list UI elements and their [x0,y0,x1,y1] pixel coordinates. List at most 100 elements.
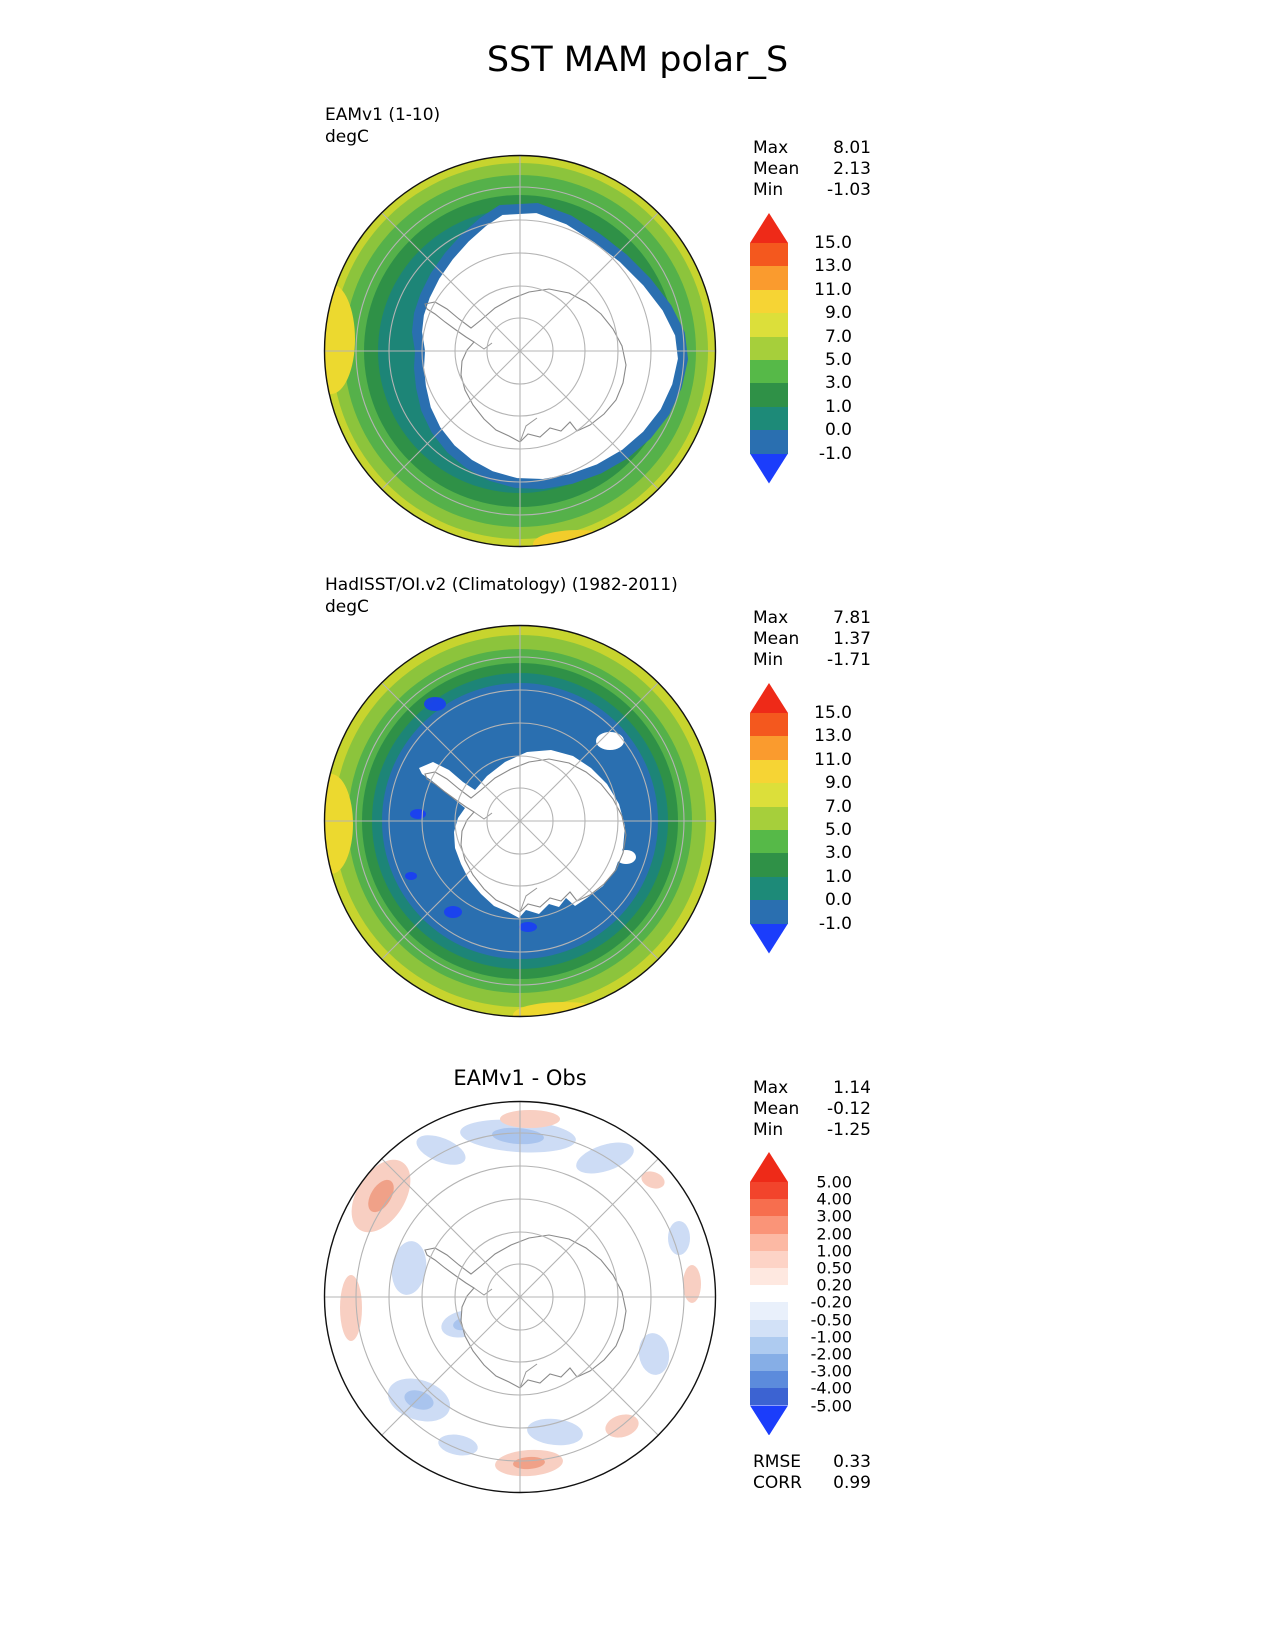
stat-max: Max 8.01 [753,138,871,159]
graticule [324,1101,716,1493]
colorbar-tick-label: 9.0 [824,303,852,324]
colorbar-segment [750,1233,788,1251]
panel1-name: EAMv1 (1-10) [325,105,441,125]
metric-rmse: RMSE 0.33 [753,1452,871,1473]
colorbar-segment [750,1182,788,1200]
stat-label: Min [753,650,784,670]
panel1-label-block: EAMv1 (1-10) degC [325,104,440,148]
panel3-map-svg [323,1100,717,1494]
colorbar-arrow [750,923,788,954]
panel1-map [323,154,717,548]
panel3-metrics: RMSE 0.33 CORR 0.99 [753,1452,871,1494]
stat-value: 7.81 [833,608,871,628]
colorbar-tick-label: 7.0 [824,796,852,817]
colorbar-segment [750,430,788,454]
panel1-stats: Max 8.01 Mean 2.13 Min -1.03 [753,138,871,201]
colorbar-tick-label: 1.0 [824,866,852,887]
colorbar-tick-label: 13.0 [814,256,852,277]
colorbar-arrow [750,683,788,713]
stat-max: Max 1.14 [753,1078,871,1099]
colorbar-segment [750,1371,788,1389]
stat-value: -1.71 [827,650,871,670]
colorbar-tick-label: 1.00 [816,1241,852,1261]
colorbar-segment [750,1353,788,1372]
metric-value: 0.99 [833,1473,871,1493]
panel2-map [323,624,717,1018]
colorbar-tick-label: -1.00 [810,1327,852,1347]
stat-label: Min [753,180,784,200]
stat-value: -0.12 [827,1099,871,1119]
ice-patches [596,732,636,864]
colorbar-tick-label: 4.00 [816,1189,852,1209]
colorbar-segment [750,1216,788,1234]
colorbar-bar [750,1152,870,1436]
colorbar-segment [750,1302,788,1320]
panel3-map [323,1100,717,1494]
stat-max: Max 7.81 [753,608,871,629]
metric-label: CORR [753,1473,802,1493]
colorbar-tick-label: -0.20 [810,1292,852,1312]
panel3-field [324,1101,716,1493]
colorbar-tick-label: 9.0 [824,773,852,794]
stat-min: Min -1.03 [753,180,871,201]
colorbar-segment [750,1267,788,1286]
colorbar-segment [750,1250,788,1268]
panel3-stats: Max 1.14 Mean -0.12 Min -1.25 [753,1078,871,1141]
stat-value: -1.03 [827,180,871,200]
cold-patches [405,697,537,932]
colorbar-tick-label: 2.00 [816,1224,852,1244]
stat-mean: Mean 1.37 [753,629,871,650]
colorbar-segment [750,243,788,267]
colorbar-tick-label: -4.00 [810,1378,852,1398]
colorbar-segment [750,876,788,901]
stat-min: Min -1.71 [753,650,871,671]
colorbar-tick-label: 15.0 [814,233,852,253]
colorbar-tick-label: 0.50 [816,1258,852,1278]
colorbar-tick-label: -1.0 [818,913,852,934]
colorbar-segment [750,783,788,807]
panel3-title: EAMv1 - Obs [453,1066,587,1090]
ice-shelf-lines [473,1287,538,1389]
colorbar-segment [750,1336,788,1354]
panel2-stats: Max 7.81 Mean 1.37 Min -1.71 [753,608,871,671]
map-boundary [323,624,717,1018]
stat-label: Mean [753,629,800,649]
colorbar-tick-label: -1.0 [818,443,852,464]
colorbar-segment [750,1388,788,1406]
colorbar-arrow [750,453,788,484]
colorbar-tick-label: -2.00 [810,1344,852,1364]
colorbar-bar [750,213,870,484]
panel2-field [324,625,716,1017]
panel1-units: degC [325,127,369,147]
colorbar-tick-label: 5.0 [824,350,852,370]
ice-shelf-lines [473,341,538,443]
colorbar-segment [750,1319,788,1337]
colorbar-segment [750,1285,788,1303]
colorbar-segment [750,853,788,877]
panel1-map-svg [323,154,717,548]
stat-label: Mean [753,159,800,179]
metric-corr: CORR 0.99 [753,1473,871,1494]
colorbar-tick-label: 1.0 [824,396,852,417]
stat-value: 2.13 [833,159,871,179]
colorbar-tick-label: 11.0 [814,279,852,300]
stat-label: Min [753,1120,784,1140]
colorbar-tick-label: 15.0 [814,703,852,723]
stat-mean: Mean 2.13 [753,159,871,180]
colorbar-segment [750,806,788,830]
colorbar-segment [750,289,788,314]
stat-value: -1.25 [827,1120,871,1140]
colorbar-bar [750,683,870,954]
colorbar-segment [750,359,788,384]
antarctica-outline [424,288,627,443]
stat-min: Min -1.25 [753,1120,871,1141]
stat-value: 8.01 [833,138,871,158]
colorbar-tick-label: 3.0 [824,373,852,394]
panel2-label-block: HadISST/OI.v2 (Climatology) (1982-2011) … [325,574,678,618]
metric-value: 0.33 [833,1452,871,1472]
panel2-colorbar: 15.0 13.0 11.0 9.0 7.0 5.0 3.0 1.0 0.0 -1.0 [750,683,870,954]
sea-ice-mask [419,750,625,918]
panel2-map-svg [323,624,717,1018]
colorbar-segment [750,900,788,924]
